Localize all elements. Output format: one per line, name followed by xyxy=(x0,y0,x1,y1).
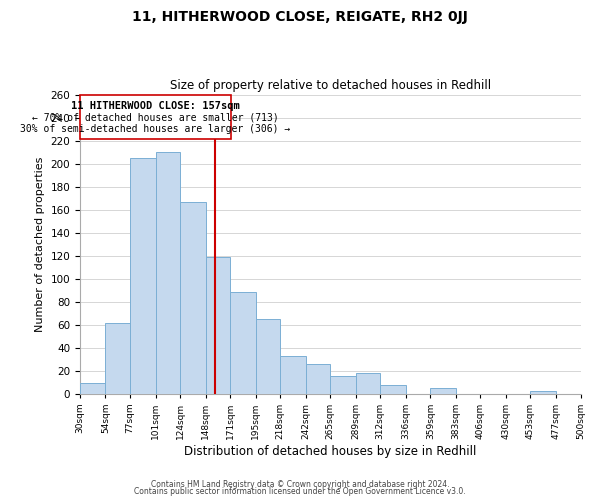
Text: 11, HITHERWOOD CLOSE, REIGATE, RH2 0JJ: 11, HITHERWOOD CLOSE, REIGATE, RH2 0JJ xyxy=(132,10,468,24)
Title: Size of property relative to detached houses in Redhill: Size of property relative to detached ho… xyxy=(170,79,491,92)
Bar xyxy=(380,386,406,394)
Bar xyxy=(256,319,280,394)
Bar xyxy=(430,388,456,394)
Bar xyxy=(106,324,130,394)
Y-axis label: Number of detached properties: Number of detached properties xyxy=(35,156,45,332)
Bar xyxy=(305,364,330,394)
Bar xyxy=(356,373,380,394)
Text: Contains public sector information licensed under the Open Government Licence v3: Contains public sector information licen… xyxy=(134,488,466,496)
Bar xyxy=(330,376,356,394)
Bar xyxy=(180,202,206,394)
Bar xyxy=(155,152,180,394)
Bar xyxy=(280,356,305,394)
Bar xyxy=(206,256,230,394)
Bar xyxy=(130,158,155,394)
Text: 30% of semi-detached houses are larger (306) →: 30% of semi-detached houses are larger (… xyxy=(20,124,290,134)
Text: Contains HM Land Registry data © Crown copyright and database right 2024.: Contains HM Land Registry data © Crown c… xyxy=(151,480,449,489)
X-axis label: Distribution of detached houses by size in Redhill: Distribution of detached houses by size … xyxy=(184,444,476,458)
Bar xyxy=(530,391,556,394)
Bar xyxy=(230,292,256,394)
Bar xyxy=(80,383,106,394)
Text: 11 HITHERWOOD CLOSE: 157sqm: 11 HITHERWOOD CLOSE: 157sqm xyxy=(71,102,240,112)
Text: ← 70% of detached houses are smaller (713): ← 70% of detached houses are smaller (71… xyxy=(32,113,279,123)
Bar xyxy=(80,94,231,140)
